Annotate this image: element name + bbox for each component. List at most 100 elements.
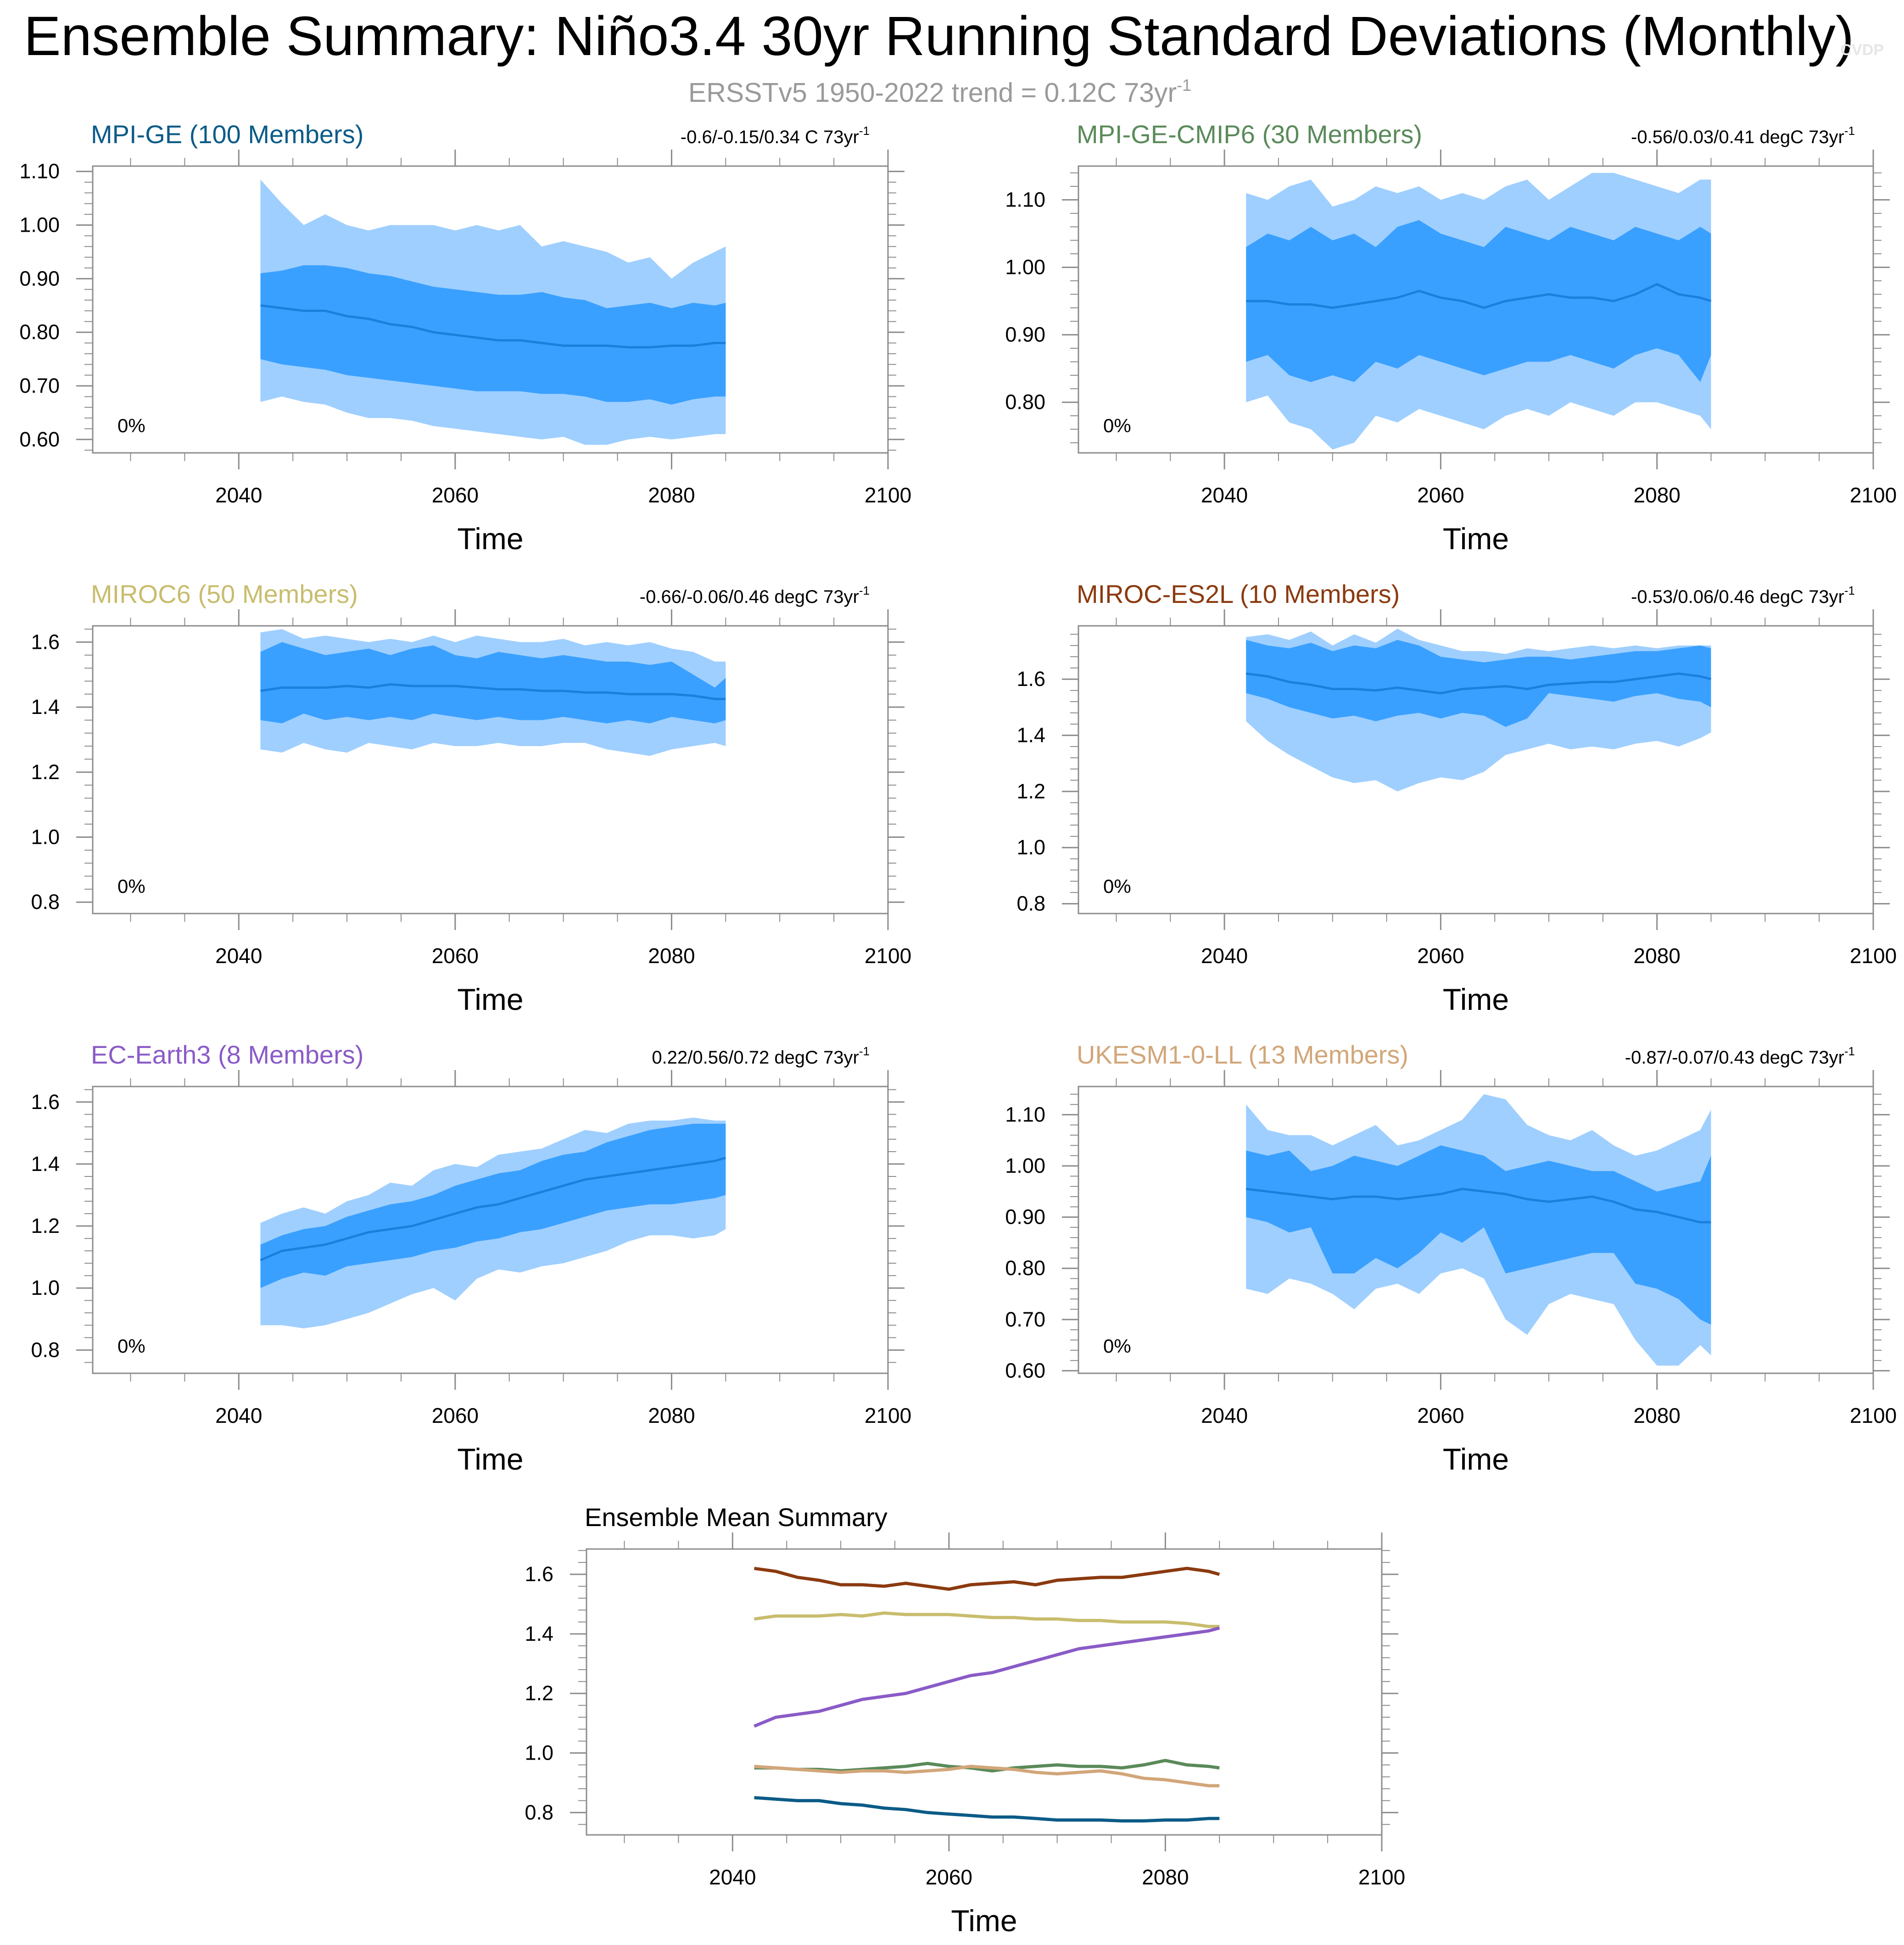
x-tick-label: 2080 bbox=[648, 1404, 695, 1427]
trend-stats-exponent: -1 bbox=[859, 1044, 870, 1058]
y-tick-label: 0.80 bbox=[1005, 1256, 1045, 1280]
ensemble-mean-line bbox=[260, 304, 726, 349]
panels: MPI-GE (100 Members) -0.6/-0.15/0.34 C 73… bbox=[19, 120, 1897, 1938]
x-tick-label: 2080 bbox=[1142, 1865, 1189, 1889]
trend-stats-exponent: -1 bbox=[1844, 124, 1855, 138]
trend-stats-exponent: -1 bbox=[1844, 584, 1855, 597]
figure-title: Ensemble Summary: Niño3.4 30yr Running S… bbox=[24, 5, 1854, 67]
y-tick-label: 1.0 bbox=[525, 1741, 553, 1765]
trend-stats-text: -0.53/0.06/0.46 degC 73yr bbox=[1631, 587, 1844, 607]
x-tick-label: 2060 bbox=[432, 1404, 479, 1427]
y-tick-label: 0.8 bbox=[31, 890, 60, 914]
panel-mpi-ge: MPI-GE (100 Members) -0.6/-0.15/0.34 C 73… bbox=[19, 120, 911, 556]
x-tick-label: 2080 bbox=[648, 944, 695, 968]
y-tick-label: 0.70 bbox=[1005, 1308, 1045, 1331]
x-tick-label: 2040 bbox=[1201, 944, 1248, 968]
y-tick-label: 1.10 bbox=[1005, 188, 1045, 212]
y-tick-label: 0.8 bbox=[31, 1338, 60, 1361]
panel-ec-earth3: EC-Earth3 (8 Members) 0.22/0.56/0.72 degC… bbox=[31, 1040, 911, 1476]
figure-subtitle: ERSSTv5 1950-2022 trend = 0.12C 73yr-1 bbox=[688, 76, 1191, 108]
x-axis-label: Time bbox=[457, 982, 523, 1016]
y-tick-label: 0.60 bbox=[19, 428, 60, 451]
series-line bbox=[754, 1611, 1220, 1628]
y-tick-label: 1.6 bbox=[31, 630, 60, 653]
trend-stats-text: 0.22/0.56/0.72 degC 73yr bbox=[652, 1048, 859, 1068]
x-tick-label: 2040 bbox=[215, 483, 262, 507]
y-tick-label: 1.2 bbox=[31, 760, 60, 784]
x-axis-label: Time bbox=[1443, 982, 1509, 1016]
percent-label: 0% bbox=[117, 415, 145, 436]
x-tick-label: 2060 bbox=[1417, 483, 1464, 507]
y-tick-label: 0.80 bbox=[19, 320, 60, 344]
x-tick-label: 2040 bbox=[215, 944, 262, 968]
y-tick-label: 1.4 bbox=[1016, 724, 1045, 747]
panel-title: EC-Earth3 (8 Members) bbox=[91, 1040, 363, 1069]
series-line bbox=[754, 1765, 1220, 1788]
panel-title: MIROC-ES2L (10 Members) bbox=[1077, 580, 1400, 608]
y-tick-label: 0.8 bbox=[525, 1800, 553, 1824]
trend-stats: -0.6/-0.15/0.34 C 73yr-1 bbox=[681, 124, 870, 147]
y-tick-label: 0.70 bbox=[19, 374, 60, 397]
x-tick-label: 2100 bbox=[1850, 1404, 1897, 1427]
ensemble-mean-line bbox=[260, 683, 726, 700]
y-tick-label: 1.6 bbox=[31, 1090, 60, 1114]
trend-stats-exponent: -1 bbox=[1844, 1044, 1855, 1058]
y-tick-label: 1.00 bbox=[1005, 1154, 1045, 1177]
y-tick-label: 1.4 bbox=[31, 1152, 60, 1176]
trend-stats: -0.87/-0.07/0.43 degC 73yr-1 bbox=[1625, 1044, 1855, 1068]
percent-label: 0% bbox=[1103, 875, 1131, 897]
panel-title: MPI-GE-CMIP6 (30 Members) bbox=[1077, 120, 1422, 149]
x-tick-label: 2060 bbox=[432, 944, 479, 968]
spread-band-10-90 bbox=[1246, 640, 1711, 727]
x-tick-label: 2080 bbox=[1634, 944, 1681, 968]
y-tick-label: 1.00 bbox=[1005, 256, 1045, 279]
x-tick-label: 2040 bbox=[1201, 1404, 1248, 1427]
x-tick-label: 2100 bbox=[865, 483, 911, 507]
figure-subtitle-text: ERSSTv5 1950-2022 trend = 0.12C 73yr bbox=[688, 78, 1177, 108]
y-tick-label: 1.6 bbox=[525, 1562, 553, 1586]
x-tick-label: 2100 bbox=[1358, 1865, 1405, 1889]
x-axis-label: Time bbox=[951, 1904, 1017, 1938]
x-tick-label: 2080 bbox=[1634, 483, 1681, 507]
ensemble-mean-line bbox=[1245, 672, 1712, 695]
y-tick-label: 0.60 bbox=[1005, 1359, 1045, 1382]
spread-band-10-90 bbox=[1246, 1145, 1711, 1325]
y-tick-label: 1.00 bbox=[19, 213, 60, 237]
x-tick-label: 2080 bbox=[648, 483, 695, 507]
y-tick-label: 0.8 bbox=[1016, 892, 1045, 915]
figure-subtitle-exponent: -1 bbox=[1177, 76, 1191, 95]
panel-title: UKESM1-0-LL (13 Members) bbox=[1077, 1040, 1408, 1069]
series-line bbox=[754, 1566, 1220, 1591]
x-tick-label: 2040 bbox=[709, 1865, 756, 1889]
cvdp-watermark: CVDP bbox=[1841, 41, 1884, 59]
trend-stats-text: -0.66/-0.06/0.46 degC 73yr bbox=[640, 587, 859, 607]
y-tick-label: 1.0 bbox=[31, 1276, 60, 1299]
y-tick-label: 1.2 bbox=[1016, 780, 1045, 803]
percent-label: 0% bbox=[1103, 1335, 1131, 1357]
panel-title: MPI-GE (100 Members) bbox=[91, 120, 363, 149]
x-tick-label: 2060 bbox=[1417, 1404, 1464, 1427]
y-tick-label: 0.80 bbox=[1005, 390, 1045, 414]
trend-stats: -0.53/0.06/0.46 degC 73yr-1 bbox=[1631, 584, 1855, 607]
y-tick-label: 0.90 bbox=[19, 267, 60, 290]
y-tick-label: 1.10 bbox=[1005, 1103, 1045, 1126]
y-tick-label: 1.2 bbox=[525, 1682, 553, 1705]
trend-stats-text: -0.56/0.03/0.41 degC 73yr bbox=[1631, 127, 1844, 147]
panel-mpi-ge-cmip6: MPI-GE-CMIP6 (30 Members) -0.56/0.03/0.41… bbox=[1005, 120, 1897, 556]
x-tick-label: 2080 bbox=[1634, 1404, 1681, 1427]
panel-ukesm1-0-ll: UKESM1-0-LL (13 Members) -0.87/-0.07/0.43… bbox=[1005, 1040, 1897, 1476]
trend-stats-text: -0.6/-0.15/0.34 C 73yr bbox=[681, 127, 859, 147]
y-tick-label: 1.0 bbox=[31, 825, 60, 849]
y-tick-label: 0.90 bbox=[1005, 1205, 1045, 1229]
trend-stats: -0.66/-0.06/0.46 degC 73yr-1 bbox=[640, 584, 870, 607]
y-tick-label: 1.6 bbox=[1016, 667, 1045, 691]
ensemble-mean-line bbox=[1246, 1187, 1711, 1224]
trend-stats: 0.22/0.56/0.72 degC 73yr-1 bbox=[652, 1044, 870, 1068]
percent-label: 0% bbox=[117, 875, 145, 897]
y-tick-label: 1.4 bbox=[31, 695, 60, 719]
x-tick-label: 2060 bbox=[432, 483, 479, 507]
panel-miroc6: MIROC6 (50 Members) -0.66/-0.06/0.46 degC… bbox=[31, 580, 911, 1016]
x-axis-label: Time bbox=[1443, 522, 1509, 556]
x-axis-label: Time bbox=[1443, 1442, 1509, 1476]
